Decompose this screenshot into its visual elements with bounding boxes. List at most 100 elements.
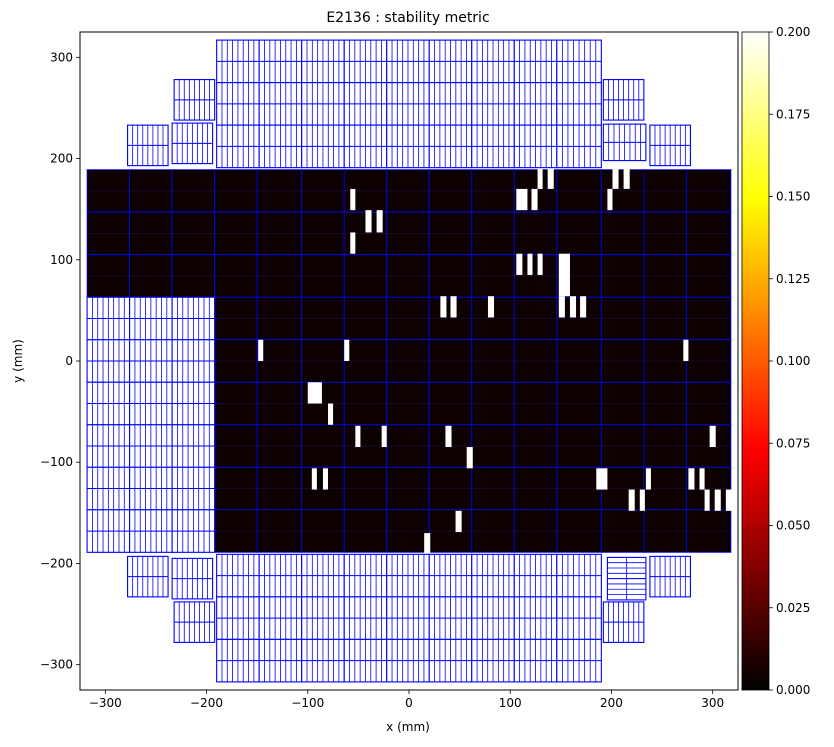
colorbar: 0.000 0.025 0.050 0.075 0.100 0.125 0.150 0.175… (741, 25, 810, 697)
outline-module (428, 124, 473, 169)
outline-module (471, 596, 515, 640)
hot-cell (344, 339, 350, 361)
outline-module (216, 82, 260, 126)
hot-cell (639, 489, 645, 511)
outline-module (556, 82, 602, 126)
hot-cell (709, 425, 716, 448)
x-axis-label: x (mm) (386, 720, 430, 734)
hot-cell (628, 489, 635, 511)
outline-modules (86, 39, 691, 683)
outline-module (513, 82, 558, 126)
hot-cell (537, 253, 543, 275)
outline-module (216, 553, 260, 598)
y-tick-label: −300 (40, 658, 73, 672)
hot-cell (699, 468, 705, 490)
outline-module (513, 124, 558, 169)
outline-module (129, 509, 173, 553)
hot-cell (365, 210, 372, 233)
hot-cell (466, 447, 473, 469)
outline-module (343, 124, 388, 169)
outline-module (556, 124, 602, 169)
outline-module (216, 596, 260, 640)
outline-module (173, 79, 216, 121)
outline-module (428, 39, 473, 84)
hot-cell (424, 533, 431, 554)
outline-module (343, 553, 388, 598)
outline-module (386, 638, 430, 683)
hot-cell (455, 510, 462, 533)
outline-module (301, 82, 345, 126)
plot-area: −300 −200 −100 0 100 200 300 −300 −200 −100 0 100 2… (40, 31, 739, 710)
outline-module (343, 596, 388, 640)
y-tick-label: −200 (40, 556, 73, 570)
outline-module (471, 82, 515, 126)
outline-module (171, 466, 216, 511)
outline-module (428, 82, 473, 126)
outline-module (343, 82, 388, 126)
hot-cell (612, 167, 619, 189)
outline-module (173, 601, 216, 643)
outline-module (343, 39, 388, 84)
hot-cell (537, 167, 543, 189)
outline-module (556, 39, 602, 84)
outline-module (386, 82, 430, 126)
outline-module (343, 638, 388, 683)
hot-cell (623, 167, 630, 189)
outline-module (171, 381, 216, 426)
hot-cell (376, 210, 383, 233)
hot-cell (527, 253, 533, 275)
outline-module (471, 39, 515, 84)
outline-module (171, 509, 216, 553)
y-tick-label: 0 (65, 354, 73, 368)
outline-module (386, 124, 430, 169)
hot-cell (487, 296, 495, 318)
outline-module (86, 424, 131, 468)
outline-module (86, 509, 131, 553)
hot-cell (516, 253, 523, 275)
colorbar-tick-label: 0.000 (776, 683, 810, 697)
colorbar-tick-label: 0.100 (776, 354, 810, 368)
outline-module (258, 39, 303, 84)
outline-module (216, 39, 260, 84)
x-tick-label: −100 (291, 696, 324, 710)
outline-module (129, 339, 173, 383)
hot-cell (355, 425, 361, 448)
hot-cell (547, 167, 554, 189)
outline-module (171, 339, 216, 383)
colorbar-tick-label: 0.200 (776, 25, 810, 39)
hot-cell (445, 425, 452, 448)
outline-module (602, 123, 647, 162)
hot-cell (350, 188, 356, 211)
y-tick-label: 100 (50, 253, 73, 267)
outline-module (471, 553, 515, 598)
hot-cell (350, 232, 356, 254)
outline-module (258, 124, 303, 169)
colorbar-tick-label: 0.025 (776, 601, 810, 615)
outline-module (258, 638, 303, 683)
outline-module (301, 596, 345, 640)
outline-module (86, 381, 131, 426)
outline-module (129, 296, 173, 341)
outline-module (556, 596, 602, 640)
outline-module (171, 296, 216, 341)
hot-cell (440, 296, 447, 318)
outline-module (258, 82, 303, 126)
outline-module (171, 424, 216, 468)
outline-module (127, 124, 169, 167)
y-tick-label: 300 (50, 50, 73, 64)
hot-cell (725, 489, 732, 511)
colorbar-gradient (741, 31, 770, 691)
hot-cell (645, 468, 651, 490)
hot-cell (450, 296, 457, 318)
colorbar-ticks: 0.000 0.025 0.050 0.075 0.100 0.125 0.150 0.175… (769, 25, 810, 697)
hot-cell (688, 468, 695, 490)
hot-cell (516, 188, 528, 211)
outline-module (129, 381, 173, 426)
outline-module (428, 596, 473, 640)
y-axis-ticks: −300 −200 −100 0 100 200 300 (40, 50, 80, 672)
y-axis-label: y (mm) (11, 339, 25, 383)
outline-module (649, 555, 691, 598)
outline-module (556, 553, 602, 598)
outline-module (471, 638, 515, 683)
